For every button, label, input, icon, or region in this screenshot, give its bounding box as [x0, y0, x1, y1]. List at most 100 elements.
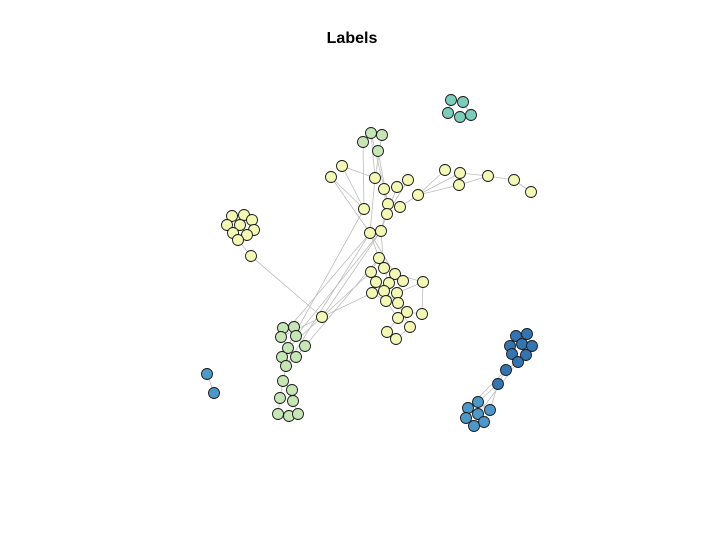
graph-node	[445, 94, 457, 106]
graph-node	[287, 395, 299, 407]
node-circle	[516, 338, 528, 350]
graph-node	[442, 107, 454, 119]
graph-edge	[295, 257, 380, 358]
graph-node	[241, 229, 253, 241]
node-circle	[392, 297, 404, 309]
node-circle	[462, 402, 474, 414]
node-circle	[373, 252, 385, 264]
graph-node	[401, 306, 413, 318]
graph-node	[482, 170, 494, 182]
node-circle	[482, 170, 494, 182]
plot-title: Labels	[326, 30, 378, 47]
node-circle	[465, 109, 477, 121]
node-circle	[484, 404, 496, 416]
node-circle	[454, 111, 466, 123]
graph-edge	[287, 316, 323, 349]
node-circle	[277, 375, 289, 387]
graph-edge	[377, 150, 389, 205]
node-circle	[460, 412, 472, 424]
node-circle	[378, 262, 390, 274]
node-circle	[389, 268, 401, 280]
node-circle	[287, 395, 299, 407]
graph-node	[299, 340, 311, 352]
node-circle	[232, 234, 244, 246]
graph-edge	[280, 232, 371, 338]
node-circle	[416, 308, 428, 320]
graph-node	[391, 181, 403, 193]
graph-node	[378, 285, 390, 297]
node-circle	[472, 408, 484, 420]
node-circle	[246, 214, 258, 226]
graph-node	[358, 203, 370, 215]
graph-edge	[330, 176, 371, 234]
node-circle	[500, 364, 512, 376]
node-circle	[376, 129, 388, 141]
node-circle	[492, 378, 504, 390]
graph-node	[290, 351, 302, 363]
node-circle	[439, 164, 451, 176]
graph-node	[373, 252, 385, 264]
graph-edge	[250, 255, 323, 318]
graph-edge	[341, 165, 365, 210]
graph-node	[516, 338, 528, 350]
node-circle	[454, 167, 466, 179]
node-circle	[401, 306, 413, 318]
node-circle	[282, 342, 294, 354]
node-circle	[375, 225, 387, 237]
graph-node	[392, 312, 404, 324]
node-circle	[394, 201, 406, 213]
graph-node	[274, 392, 286, 404]
graph-node	[208, 387, 220, 399]
graph-node	[226, 210, 238, 222]
graph-node	[500, 364, 512, 376]
node-circle	[378, 285, 390, 297]
node-circle	[453, 179, 465, 191]
graph-edge	[417, 169, 446, 196]
node-circle	[234, 219, 246, 231]
node-circle	[226, 210, 238, 222]
node-circle	[457, 96, 469, 108]
graph-edge	[285, 232, 371, 367]
graph-node	[365, 127, 377, 139]
node-circle	[521, 328, 533, 340]
graph-node	[272, 408, 284, 420]
graph-node	[454, 111, 466, 123]
node-circle	[392, 312, 404, 324]
graph-node	[391, 287, 403, 299]
node-circle	[365, 127, 377, 139]
node-circle	[404, 321, 416, 333]
graph-node	[417, 276, 429, 288]
node-circle	[358, 203, 370, 215]
graph-edge	[295, 230, 382, 337]
graph-node	[520, 349, 532, 361]
graph-node	[390, 333, 402, 345]
node-circle	[391, 287, 403, 299]
graph-edge	[362, 141, 365, 210]
graph-node	[526, 340, 538, 352]
node-circle	[336, 160, 348, 172]
graph-edge	[369, 177, 376, 234]
node-circle	[402, 174, 414, 186]
graph-node	[375, 225, 387, 237]
graph-node	[282, 342, 294, 354]
node-circle	[275, 331, 287, 343]
graph-node	[234, 219, 246, 231]
graph-node	[512, 356, 524, 368]
node-circle	[292, 408, 304, 420]
graph-node	[232, 234, 244, 246]
graph-node	[372, 145, 384, 157]
graph-node	[336, 160, 348, 172]
graph-node	[365, 266, 377, 278]
graph-node	[275, 331, 287, 343]
node-circle	[369, 172, 381, 184]
graph-node	[245, 250, 257, 262]
graph-node	[439, 164, 451, 176]
graph-node	[508, 174, 520, 186]
node-circle	[221, 219, 233, 231]
graph-node	[316, 311, 328, 323]
node-circle	[381, 326, 393, 338]
graph-edge	[370, 132, 376, 179]
graph-node	[394, 201, 406, 213]
node-circle	[468, 420, 480, 432]
